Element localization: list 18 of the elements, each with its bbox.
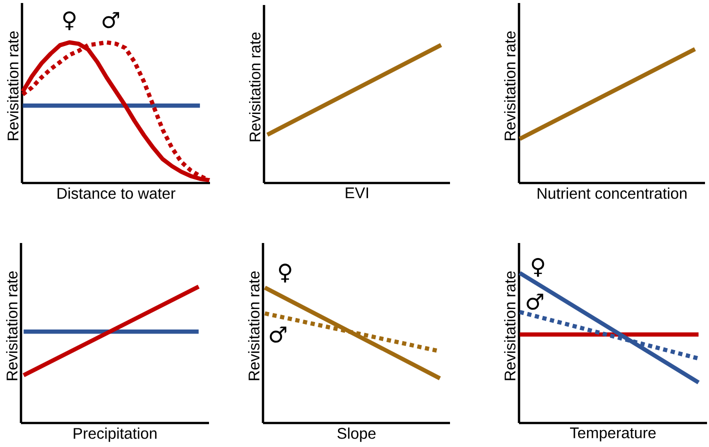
y-axis-title: Revisitation rate: [6, 271, 18, 380]
series-label: ♂: [526, 294, 544, 310]
series-label: ♂: [270, 326, 286, 343]
x-axis-title: Distance to water: [58, 188, 176, 199]
y-axis-title: Revisitation rate: [248, 271, 260, 380]
x-axis-title: Precipitation: [74, 428, 156, 442]
y-axis-title: Revisitation rate: [249, 32, 260, 142]
series-label: ♀: [278, 264, 292, 282]
x-axis-title: Nutrient concentration: [538, 188, 687, 199]
x-axis-title: Temperature: [570, 428, 656, 442]
y-axis-title: Revisitation rate: [504, 271, 516, 380]
y-axis-title: Revisitation rate: [7, 31, 18, 140]
x-axis-title: Slope: [337, 428, 376, 442]
series-label: ♂: [102, 12, 120, 28]
series-label: ♀: [532, 258, 544, 277]
series-label: ♀: [63, 11, 76, 30]
x-axis-title: EVI: [346, 188, 368, 198]
y-axis-title: Revisitation rate: [504, 31, 516, 140]
